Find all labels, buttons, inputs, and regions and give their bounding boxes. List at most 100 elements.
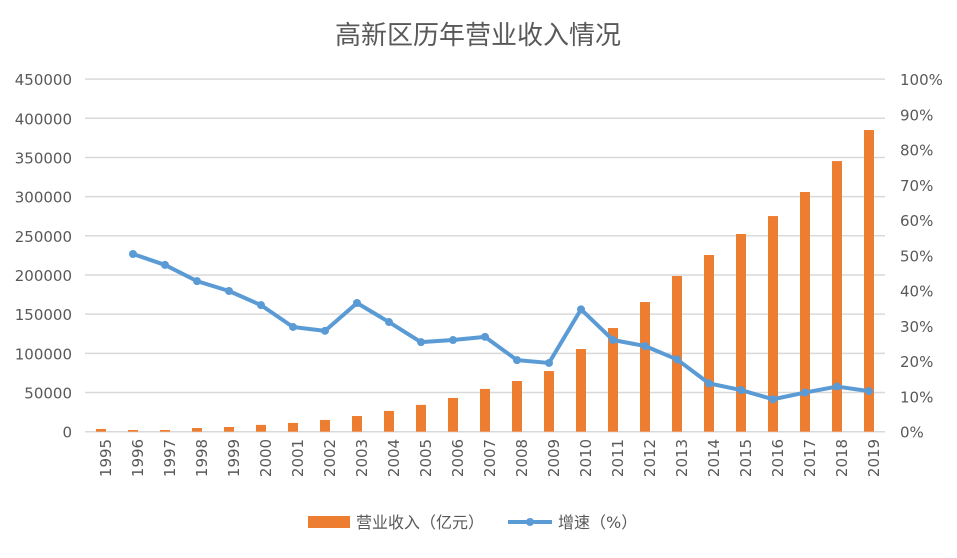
bar-2019 [864,130,874,432]
left-tick-label: 50000 [24,385,72,403]
bar-2017 [800,192,810,432]
x-tick-label: 2003 [353,439,371,477]
point-1999 [225,287,233,296]
x-tick-label: 2008 [513,439,531,477]
right-tick-label: 20% [900,353,933,371]
bar-1999 [224,426,234,432]
point-2017 [801,388,809,397]
left-tick-label: 350000 [15,149,72,167]
bar-2015 [736,234,746,432]
point-2016 [769,395,777,404]
point-2010 [577,305,585,314]
bar-2013 [672,276,682,432]
bar-1998 [192,428,202,432]
bar-2011 [608,328,618,432]
x-tick-label: 2009 [545,439,563,477]
x-tick-label: 2019 [865,439,883,477]
x-tick-label: 1996 [129,439,147,477]
right-tick-label: 100% [900,71,943,89]
left-tick-label: 150000 [15,306,72,324]
bar-2004 [384,410,394,432]
point-2012 [641,342,649,351]
bar-1997 [160,429,170,432]
bar-1996 [128,429,138,432]
right-axis: 0% 10% 20% 30% 40% 50% 60% 70% 80% 90% 100% [900,71,943,442]
right-tick-label: 30% [900,318,933,336]
bar-2003 [352,416,362,432]
point-2011 [609,336,617,345]
bar-2018 [832,161,842,432]
x-tick-label: 2006 [449,439,467,477]
left-tick-label: 300000 [15,189,72,207]
point-2002 [321,326,329,335]
right-tick-label: 40% [900,283,933,301]
x-tick-label: 2013 [673,439,691,477]
point-2004 [385,318,393,327]
point-2005 [417,338,425,347]
x-tick-label: 2017 [801,439,819,477]
bar-2002 [320,419,330,432]
point-1998 [193,277,201,286]
bar-2005 [416,404,426,432]
bar-2007 [480,388,490,432]
point-2014 [705,379,713,388]
point-2018 [833,382,841,391]
right-tick-label: 90% [900,106,933,124]
left-tick-label: 200000 [15,267,72,285]
left-tick-label: 400000 [15,110,72,128]
bar-2014 [704,255,714,432]
x-tick-label: 2016 [769,439,787,477]
bar-1995 [96,428,106,432]
point-2006 [449,336,457,345]
right-tick-label: 70% [900,177,933,195]
point-2019 [865,387,873,396]
legend: 营业收入（亿元） 增速（%） [308,513,637,532]
point-2015 [737,386,745,395]
bar-2000 [256,424,266,432]
bar-2006 [448,397,458,432]
x-tick-label: 2011 [609,439,627,477]
left-tick-label: 100000 [15,345,72,363]
bar-2016 [768,216,778,432]
bar-series [96,130,874,432]
gridlines [85,78,885,433]
x-tick-label: 2014 [705,439,723,477]
x-axis: 1995 1996 1997 1998 1999 2000 2001 2002 2003 2004… [97,439,883,477]
x-tick-label: 1997 [161,439,179,477]
point-2008 [513,356,521,365]
bar-2008 [512,381,522,432]
x-tick-label: 2018 [833,439,851,477]
point-2003 [353,299,361,308]
right-tick-label: 50% [900,247,933,265]
x-tick-label: 2000 [257,439,275,477]
x-tick-label: 2005 [417,439,435,477]
point-2007 [481,332,489,341]
line-series [129,249,873,404]
legend-line-marker [526,518,534,526]
x-tick-label: 1999 [225,439,243,477]
right-tick-label: 0% [900,424,924,442]
chart-title: 高新区历年营业收入情况 [335,21,621,51]
x-tick-label: 2004 [385,439,403,477]
x-tick-label: 2010 [577,439,595,477]
legend-line-label: 增速（%） [558,513,637,532]
left-tick-label: 250000 [15,228,72,246]
x-tick-label: 2002 [321,439,339,477]
x-tick-label: 2012 [641,439,659,477]
legend-bar-swatch [308,516,350,528]
point-1997 [161,260,169,269]
x-tick-label: 1998 [193,439,211,477]
x-tick-label: 2015 [737,439,755,477]
x-tick-label: 2007 [481,439,499,477]
right-tick-label: 60% [900,212,933,230]
right-tick-label: 80% [900,142,933,160]
bar-2001 [288,422,298,432]
right-tick-label: 10% [900,388,933,406]
point-2013 [673,355,681,364]
point-2009 [545,358,553,367]
point-2000 [257,301,265,310]
legend-bar-label: 营业收入（亿元） [356,513,484,532]
left-tick-label: 0 [62,424,72,442]
x-tick-label: 1995 [97,439,115,477]
